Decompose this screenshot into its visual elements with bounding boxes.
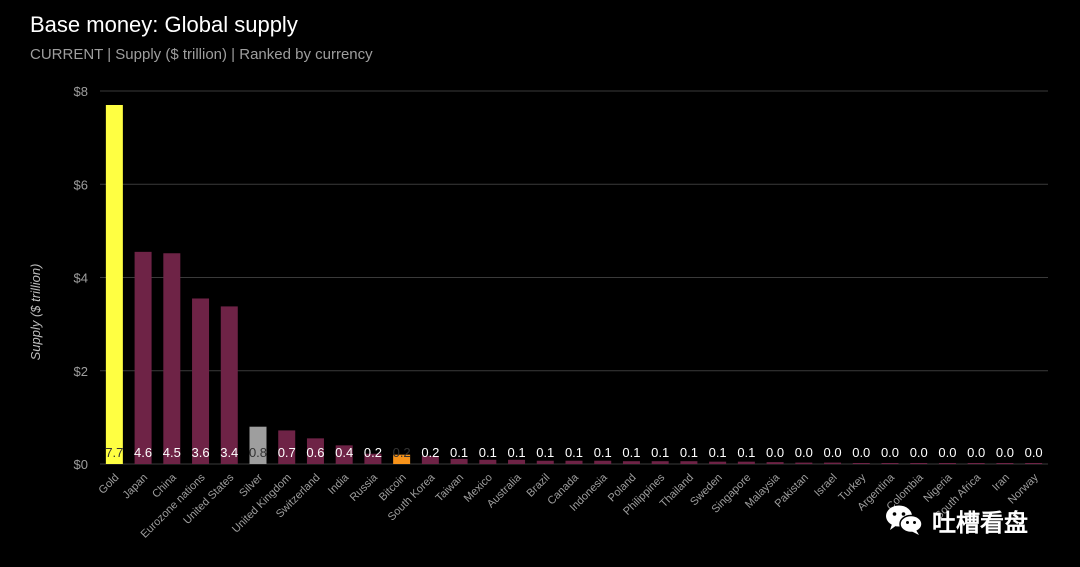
watermark: 吐槽看盘 — [884, 502, 1064, 538]
data-label: 0.1 — [479, 445, 497, 460]
y-axis-label: Supply ($ trillion) — [28, 264, 43, 361]
data-label: 0.1 — [680, 445, 698, 460]
x-tick-label: India — [326, 471, 352, 497]
bar — [220, 306, 238, 464]
bar — [565, 460, 583, 464]
data-label: 0.1 — [536, 445, 554, 460]
bar — [967, 463, 985, 464]
data-label: 0.1 — [508, 445, 526, 460]
bar — [421, 456, 439, 464]
y-tick-label: $8 — [74, 84, 88, 99]
data-label: 0.0 — [910, 445, 928, 460]
bar — [709, 461, 727, 464]
bar — [163, 253, 181, 464]
watermark-text: 吐槽看盘 — [932, 508, 1028, 537]
bar — [680, 461, 698, 464]
data-label: 0.1 — [565, 445, 583, 460]
bar — [881, 463, 899, 464]
data-label: 3.6 — [192, 445, 210, 460]
bar — [105, 104, 123, 465]
bar — [335, 445, 353, 464]
data-label: 0.6 — [306, 445, 324, 460]
data-label: 0.2 — [393, 445, 411, 460]
chart-title: Base money: Global supply — [30, 12, 298, 37]
bar — [192, 298, 210, 464]
bar — [795, 462, 813, 464]
data-label: 3.4 — [220, 445, 238, 460]
y-tick-label: $0 — [74, 457, 88, 472]
bar — [536, 460, 554, 464]
bar — [1025, 463, 1043, 464]
data-label: 0.1 — [450, 445, 468, 460]
bar — [450, 458, 468, 464]
chart-subtitle: CURRENT | Supply ($ trillion) | Ranked b… — [30, 46, 373, 63]
bar — [508, 459, 526, 464]
data-label: 0.8 — [249, 445, 267, 460]
bar — [364, 453, 382, 464]
data-label: 0.2 — [421, 445, 439, 460]
data-label: 0.0 — [852, 445, 870, 460]
data-label: 0.0 — [967, 445, 985, 460]
bar — [910, 463, 928, 464]
data-label: 0.0 — [881, 445, 899, 460]
bar — [278, 430, 296, 464]
data-label: 0.1 — [737, 445, 755, 460]
bar — [996, 463, 1014, 464]
x-tick-label: Japan — [121, 472, 151, 502]
x-tick-label: Gold — [97, 472, 122, 497]
data-label: 0.0 — [824, 445, 842, 460]
bar — [938, 463, 956, 464]
bar — [824, 462, 842, 464]
bar — [479, 459, 497, 464]
bar — [737, 461, 755, 464]
x-tick-label: United States — [181, 471, 237, 527]
data-label: 0.0 — [795, 445, 813, 460]
bar — [134, 251, 152, 464]
data-label: 0.4 — [335, 445, 353, 460]
y-tick-label: $6 — [74, 177, 88, 192]
wechat-icon — [886, 505, 923, 535]
data-label: 0.2 — [364, 445, 382, 460]
x-tick-label: Taiwan — [434, 472, 467, 505]
data-label: 0.0 — [996, 445, 1014, 460]
bar — [306, 438, 324, 464]
data-label: 0.0 — [938, 445, 956, 460]
bar — [249, 426, 267, 464]
bar — [622, 461, 640, 464]
bar — [594, 460, 612, 464]
data-label: 0.1 — [622, 445, 640, 460]
bar — [766, 462, 784, 464]
y-tick-label: $2 — [74, 364, 88, 379]
data-label: 0.0 — [766, 445, 784, 460]
x-tick-label: Russia — [348, 471, 381, 504]
bar — [852, 463, 870, 464]
x-tick-label: Iran — [990, 472, 1012, 494]
data-label: 4.6 — [134, 445, 152, 460]
data-label: 0.1 — [709, 445, 727, 460]
data-label: 0.7 — [278, 445, 296, 460]
data-label: 0.1 — [651, 445, 669, 460]
bar — [393, 454, 411, 464]
data-label: 0.0 — [1025, 445, 1043, 460]
bar — [651, 461, 669, 464]
y-tick-label: $4 — [74, 271, 88, 286]
data-label: 7.7 — [105, 445, 123, 460]
data-label: 0.1 — [594, 445, 612, 460]
data-label: 4.5 — [163, 445, 181, 460]
